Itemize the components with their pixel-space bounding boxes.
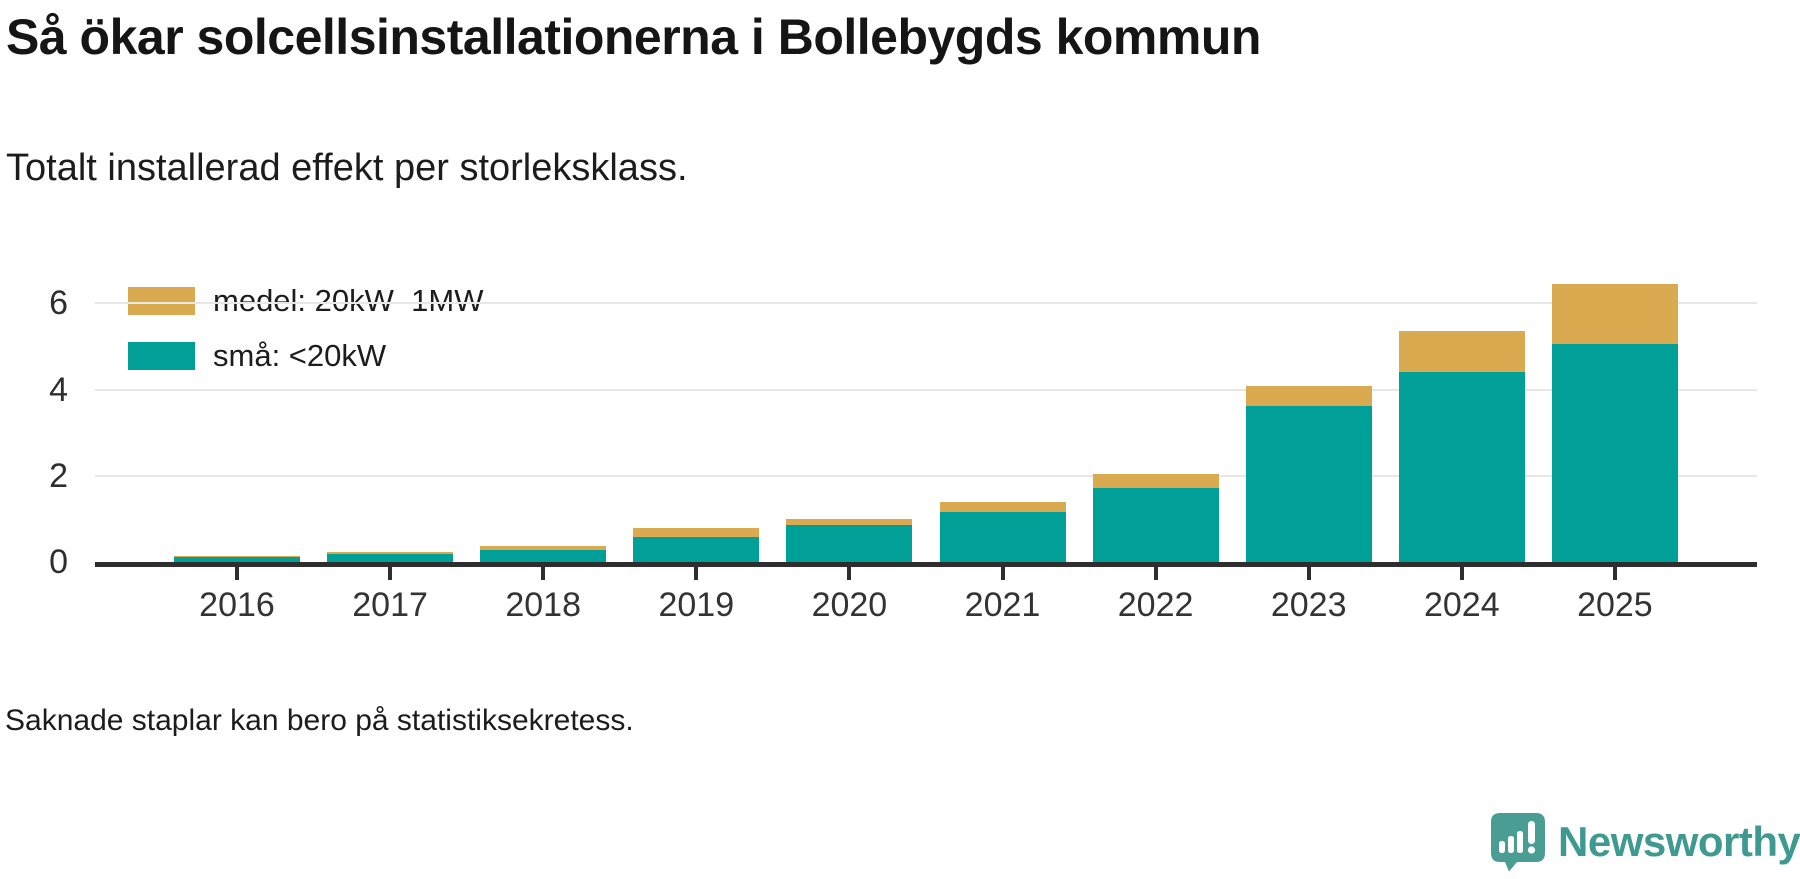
x-axis-label-2024: 2024 <box>1423 586 1500 624</box>
legend-swatch-medel-icon <box>128 287 195 315</box>
bar-2019 <box>633 527 760 562</box>
bar-segment-medel-2021 <box>939 501 1066 513</box>
legend-label-sma: små: <20kW <box>213 338 387 373</box>
page-subtitle: Totalt installerad effekt per storlekskl… <box>6 147 688 189</box>
x-axis-tick <box>1459 567 1464 580</box>
bar-2016 <box>174 555 300 562</box>
newsworthy-logo-icon <box>1491 813 1545 872</box>
brand-name: Newsworthy <box>1558 818 1800 865</box>
bar-2025 <box>1551 284 1678 562</box>
x-axis-label-2021: 2021 <box>964 586 1041 624</box>
gridline-y2 <box>95 474 1757 477</box>
bar-2018 <box>480 545 607 562</box>
x-axis-label-2018: 2018 <box>505 586 581 624</box>
y-axis-tick-label: 6 <box>49 284 68 323</box>
x-axis-label-2020: 2020 <box>811 586 888 624</box>
bar-2020 <box>786 518 913 562</box>
x-axis-label-2019: 2019 <box>658 586 735 624</box>
bar-segment-sma-2023 <box>1245 405 1372 562</box>
page-title: Så ökar solcellsinstallationerna i Bolle… <box>6 9 1261 65</box>
bar-2024 <box>1398 331 1525 562</box>
bar-segment-sma-2019 <box>633 537 760 562</box>
bar-segment-medel-2020 <box>786 518 913 525</box>
bar-2021 <box>939 501 1066 562</box>
bar-segment-medel-2022 <box>1092 474 1219 489</box>
chart-footnote: Saknade staplar kan bero på statistiksek… <box>5 704 634 737</box>
bar-segment-medel-2018 <box>480 545 607 550</box>
x-axis-tick <box>847 567 852 580</box>
legend-swatch-sma-icon <box>128 342 195 370</box>
gridline-y4 <box>95 388 1757 391</box>
x-axis-tick <box>235 567 239 580</box>
x-axis-tick <box>1000 567 1005 580</box>
bar-segment-medel-2017 <box>327 552 454 555</box>
chart-legend: medel: 20kW–1MW små: <20kW <box>128 283 483 397</box>
bar-segment-sma-2018 <box>480 549 607 562</box>
bar-segment-medel-2019 <box>633 527 760 537</box>
bar-segment-sma-2022 <box>1092 488 1219 562</box>
x-axis-label-2023: 2023 <box>1270 586 1347 624</box>
bar-segment-sma-2021 <box>939 512 1066 562</box>
bar-segment-sma-2017 <box>327 554 454 562</box>
legend-item-sma: små: <20kW <box>128 338 483 373</box>
brand-logo: Newsworthy <box>1490 812 1800 872</box>
y-axis-tick-label: 2 <box>49 456 68 495</box>
bar-2023 <box>1245 386 1372 562</box>
bar-segment-sma-2025 <box>1551 343 1678 562</box>
y-axis-tick-label: 4 <box>49 370 68 409</box>
bar-segment-medel-2024 <box>1398 331 1525 373</box>
bar-segment-medel-2023 <box>1245 386 1372 406</box>
x-axis-label-2022: 2022 <box>1117 586 1194 624</box>
x-axis-label-2017: 2017 <box>352 586 428 624</box>
bar-2022 <box>1092 474 1219 562</box>
bar-segment-sma-2020 <box>786 525 913 562</box>
x-axis-tick <box>1153 567 1158 580</box>
gridline-y6 <box>95 302 1757 305</box>
bar-segment-sma-2024 <box>1398 372 1525 562</box>
bar-segment-medel-2025 <box>1551 284 1678 344</box>
x-axis-label-2016: 2016 <box>199 586 275 624</box>
legend-label-medel: medel: 20kW–1MW <box>213 283 484 318</box>
bar-segment-medel-2016 <box>174 555 300 557</box>
x-axis-tick <box>694 567 699 580</box>
x-axis-tick <box>1306 567 1311 580</box>
legend-item-medel: medel: 20kW–1MW <box>128 283 483 318</box>
y-axis-tick-label: 0 <box>49 543 68 581</box>
bar-segment-sma-2016 <box>174 556 300 562</box>
x-axis-label-2025: 2025 <box>1577 586 1653 624</box>
x-axis-line <box>95 562 1757 567</box>
bar-2017 <box>327 552 454 562</box>
x-axis-tick <box>1612 567 1617 580</box>
x-axis-tick <box>541 567 546 580</box>
x-axis-tick <box>388 567 393 580</box>
